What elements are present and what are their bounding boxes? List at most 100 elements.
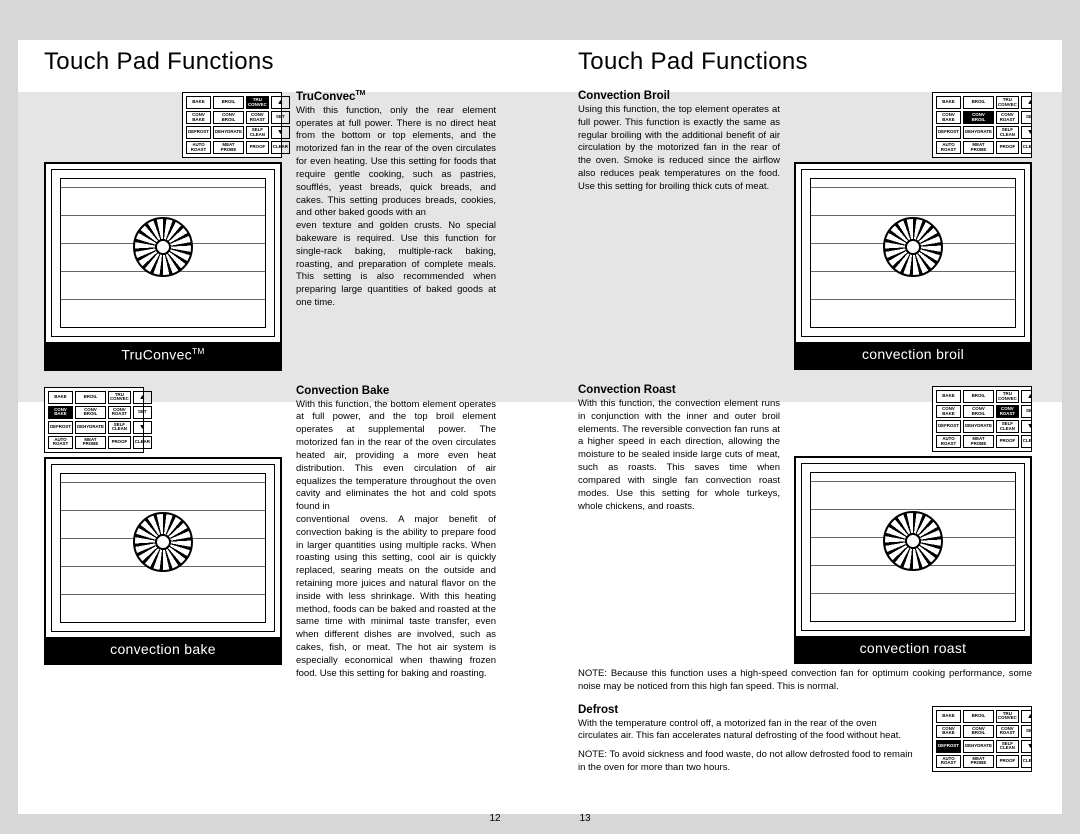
keypad-key: SELF CLEAN [108,421,131,434]
keypad-key: ▼ [133,421,152,434]
keypad-key: TRU CONVEC [108,391,131,404]
keypad-key: CONV BAKE [186,111,211,124]
note-conv-roast: NOTE: Because this function uses a high-… [578,668,1032,694]
keypad-key: BROIL [963,390,994,403]
keypad-key: BROIL [75,391,106,404]
keypad-key: CLEAR [1021,435,1032,448]
keypad-key: BROIL [963,710,994,723]
keypad-key: AUTO ROAST [936,141,961,154]
keypad-key: BROIL [963,96,994,109]
keypad-conv-bake: BAKEBROILTRU CONVEC▲CONV BAKECONV BROILC… [44,387,144,453]
keypad-key: PROOF [996,435,1019,448]
keypad-key: TRU CONVEC [246,96,269,109]
diagram-conv-roast: convection roast [794,456,1032,664]
keypad-key: CONV BAKE [48,406,73,419]
keypad-defrost: BAKEBROILTRU CONVEC▲CONV BAKECONV BROILC… [932,706,1032,772]
fan-icon [883,511,943,571]
keypad-key: CONV BAKE [936,725,961,738]
keypad-key: MEAT PROBE [963,141,994,154]
caption-truconvec: TruConvecTM [46,342,280,369]
page-title-right: Touch Pad Functions [578,48,1032,76]
keypad-key: CLEAR [271,141,290,154]
keypad-key: DEHYDRATE [963,420,994,433]
keypad-key: DEFROST [936,740,961,753]
diagram-conv-bake-wrap: BAKEBROILTRU CONVEC▲ CONV BAKECONV BROIL C… [44,387,282,665]
diagram-truconvec-wrap: BAKEBROILTRU CONVEC▲CONV BAKECONV BROILC… [44,92,282,371]
fan-icon [883,217,943,277]
page-right: Product Controls Touch Pad Functions BAK… [540,0,1080,834]
keypad-key: CLEAR [133,436,152,449]
keypad-key: AUTO ROAST [186,141,211,154]
keypad-key: CONV BROIL [213,111,244,124]
keypad-key: CLEAR [1021,141,1032,154]
diagram-conv-roast-wrap: BAKEBROILTRU CONVEC▲CONV BAKECONV BROILC… [794,386,1032,664]
keypad-key: ▲ [133,391,152,404]
keypad-key: AUTO ROAST [936,755,961,768]
keypad-key: SET [1021,405,1032,418]
fan-icon [133,217,193,277]
keypad-key: MEAT PROBE [75,436,106,449]
section-conv-broil: BAKEBROILTRU CONVEC▲CONV BAKECONV BROILC… [578,90,1032,374]
keypad-key: PROOF [996,755,1019,768]
fan-icon [133,512,193,572]
keypad-key: SET [271,111,290,124]
keypad-key: DEFROST [186,126,211,139]
keypad-key: BROIL [213,96,244,109]
keypad-key: DEFROST [936,126,961,139]
keypad-key: TRU CONVEC [996,390,1019,403]
keypad-key: ▲ [1021,710,1032,723]
keypad-key: BAKE [936,96,961,109]
keypad-key: CONV BAKE [936,111,961,124]
keypad-key: MEAT PROBE [963,435,994,448]
keypad-key: CONV BROIL [963,725,994,738]
keypad-key: AUTO ROAST [936,435,961,448]
section-conv-bake: BAKEBROILTRU CONVEC▲ CONV BAKECONV BROIL C… [44,385,496,681]
diagram-conv-broil: convection broil [794,162,1032,370]
keypad-key: ▲ [271,96,290,109]
caption-conv-broil: convection broil [796,342,1030,368]
keypad-key: SET [1021,111,1032,124]
page-spread: Product Controls Touch Pad Functions BAK… [0,0,1080,834]
keypad-key: CONV ROAST [246,111,269,124]
keypad-key: CONV ROAST [996,725,1019,738]
keypad-key: BAKE [186,96,211,109]
keypad-key: CONV ROAST [996,405,1019,418]
keypad-key: SET [133,406,152,419]
section-conv-roast: BAKEBROILTRU CONVEC▲CONV BAKECONV BROILC… [578,384,1032,694]
keypad-key: ▼ [1021,420,1032,433]
keypad-key: BAKE [936,710,961,723]
diagram-truconvec: TruConvecTM [44,162,282,371]
keypad-key: BAKE [936,390,961,403]
keypad-key: PROOF [996,141,1019,154]
keypad-key: SELF CLEAN [996,740,1019,753]
keypad-key: CONV BROIL [963,111,994,124]
keypad-key: CONV BROIL [75,406,106,419]
section-defrost: BAKEBROILTRU CONVEC▲CONV BAKECONV BROILC… [578,704,1032,776]
keypad-key: PROOF [246,141,269,154]
keypad-key: DEHYDRATE [75,421,106,434]
keypad-key: BAKE [48,391,73,404]
section-truconvec: BAKEBROILTRU CONVEC▲CONV BAKECONV BROILC… [44,90,496,375]
keypad-key: MEAT PROBE [963,755,994,768]
keypad-conv-broil: BAKEBROILTRU CONVEC▲CONV BAKECONV BROILC… [932,92,1032,158]
keypad-key: TRU CONVEC [996,710,1019,723]
page-left: Product Controls Touch Pad Functions BAK… [0,0,540,834]
keypad-key: DEHYDRATE [963,740,994,753]
keypad-key: DEFROST [936,420,961,433]
keypad-key: DEHYDRATE [213,126,244,139]
keypad-key: SELF CLEAN [996,420,1019,433]
keypad-key: CONV BROIL [963,405,994,418]
keypad-key: ▲ [1021,390,1032,403]
keypad-key: TRU CONVEC [996,96,1019,109]
keypad-key: ▼ [271,126,290,139]
keypad-conv-roast: BAKEBROILTRU CONVEC▲CONV BAKECONV BROILC… [932,386,1032,452]
keypad-key: CONV ROAST [996,111,1019,124]
keypad-key: DEFROST [48,421,73,434]
keypad-key: ▲ [1021,96,1032,109]
keypad-truconvec: BAKEBROILTRU CONVEC▲CONV BAKECONV BROILC… [182,92,282,158]
keypad-key: ▼ [1021,126,1032,139]
keypad-key: MEAT PROBE [213,141,244,154]
keypad-key: AUTO ROAST [48,436,73,449]
caption-conv-roast: convection roast [796,636,1030,662]
keypad-key: CLEAR [1021,755,1032,768]
